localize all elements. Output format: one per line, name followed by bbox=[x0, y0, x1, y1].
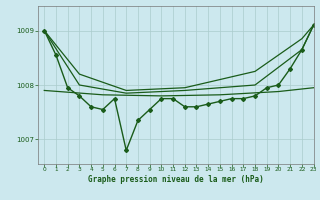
X-axis label: Graphe pression niveau de la mer (hPa): Graphe pression niveau de la mer (hPa) bbox=[88, 175, 264, 184]
